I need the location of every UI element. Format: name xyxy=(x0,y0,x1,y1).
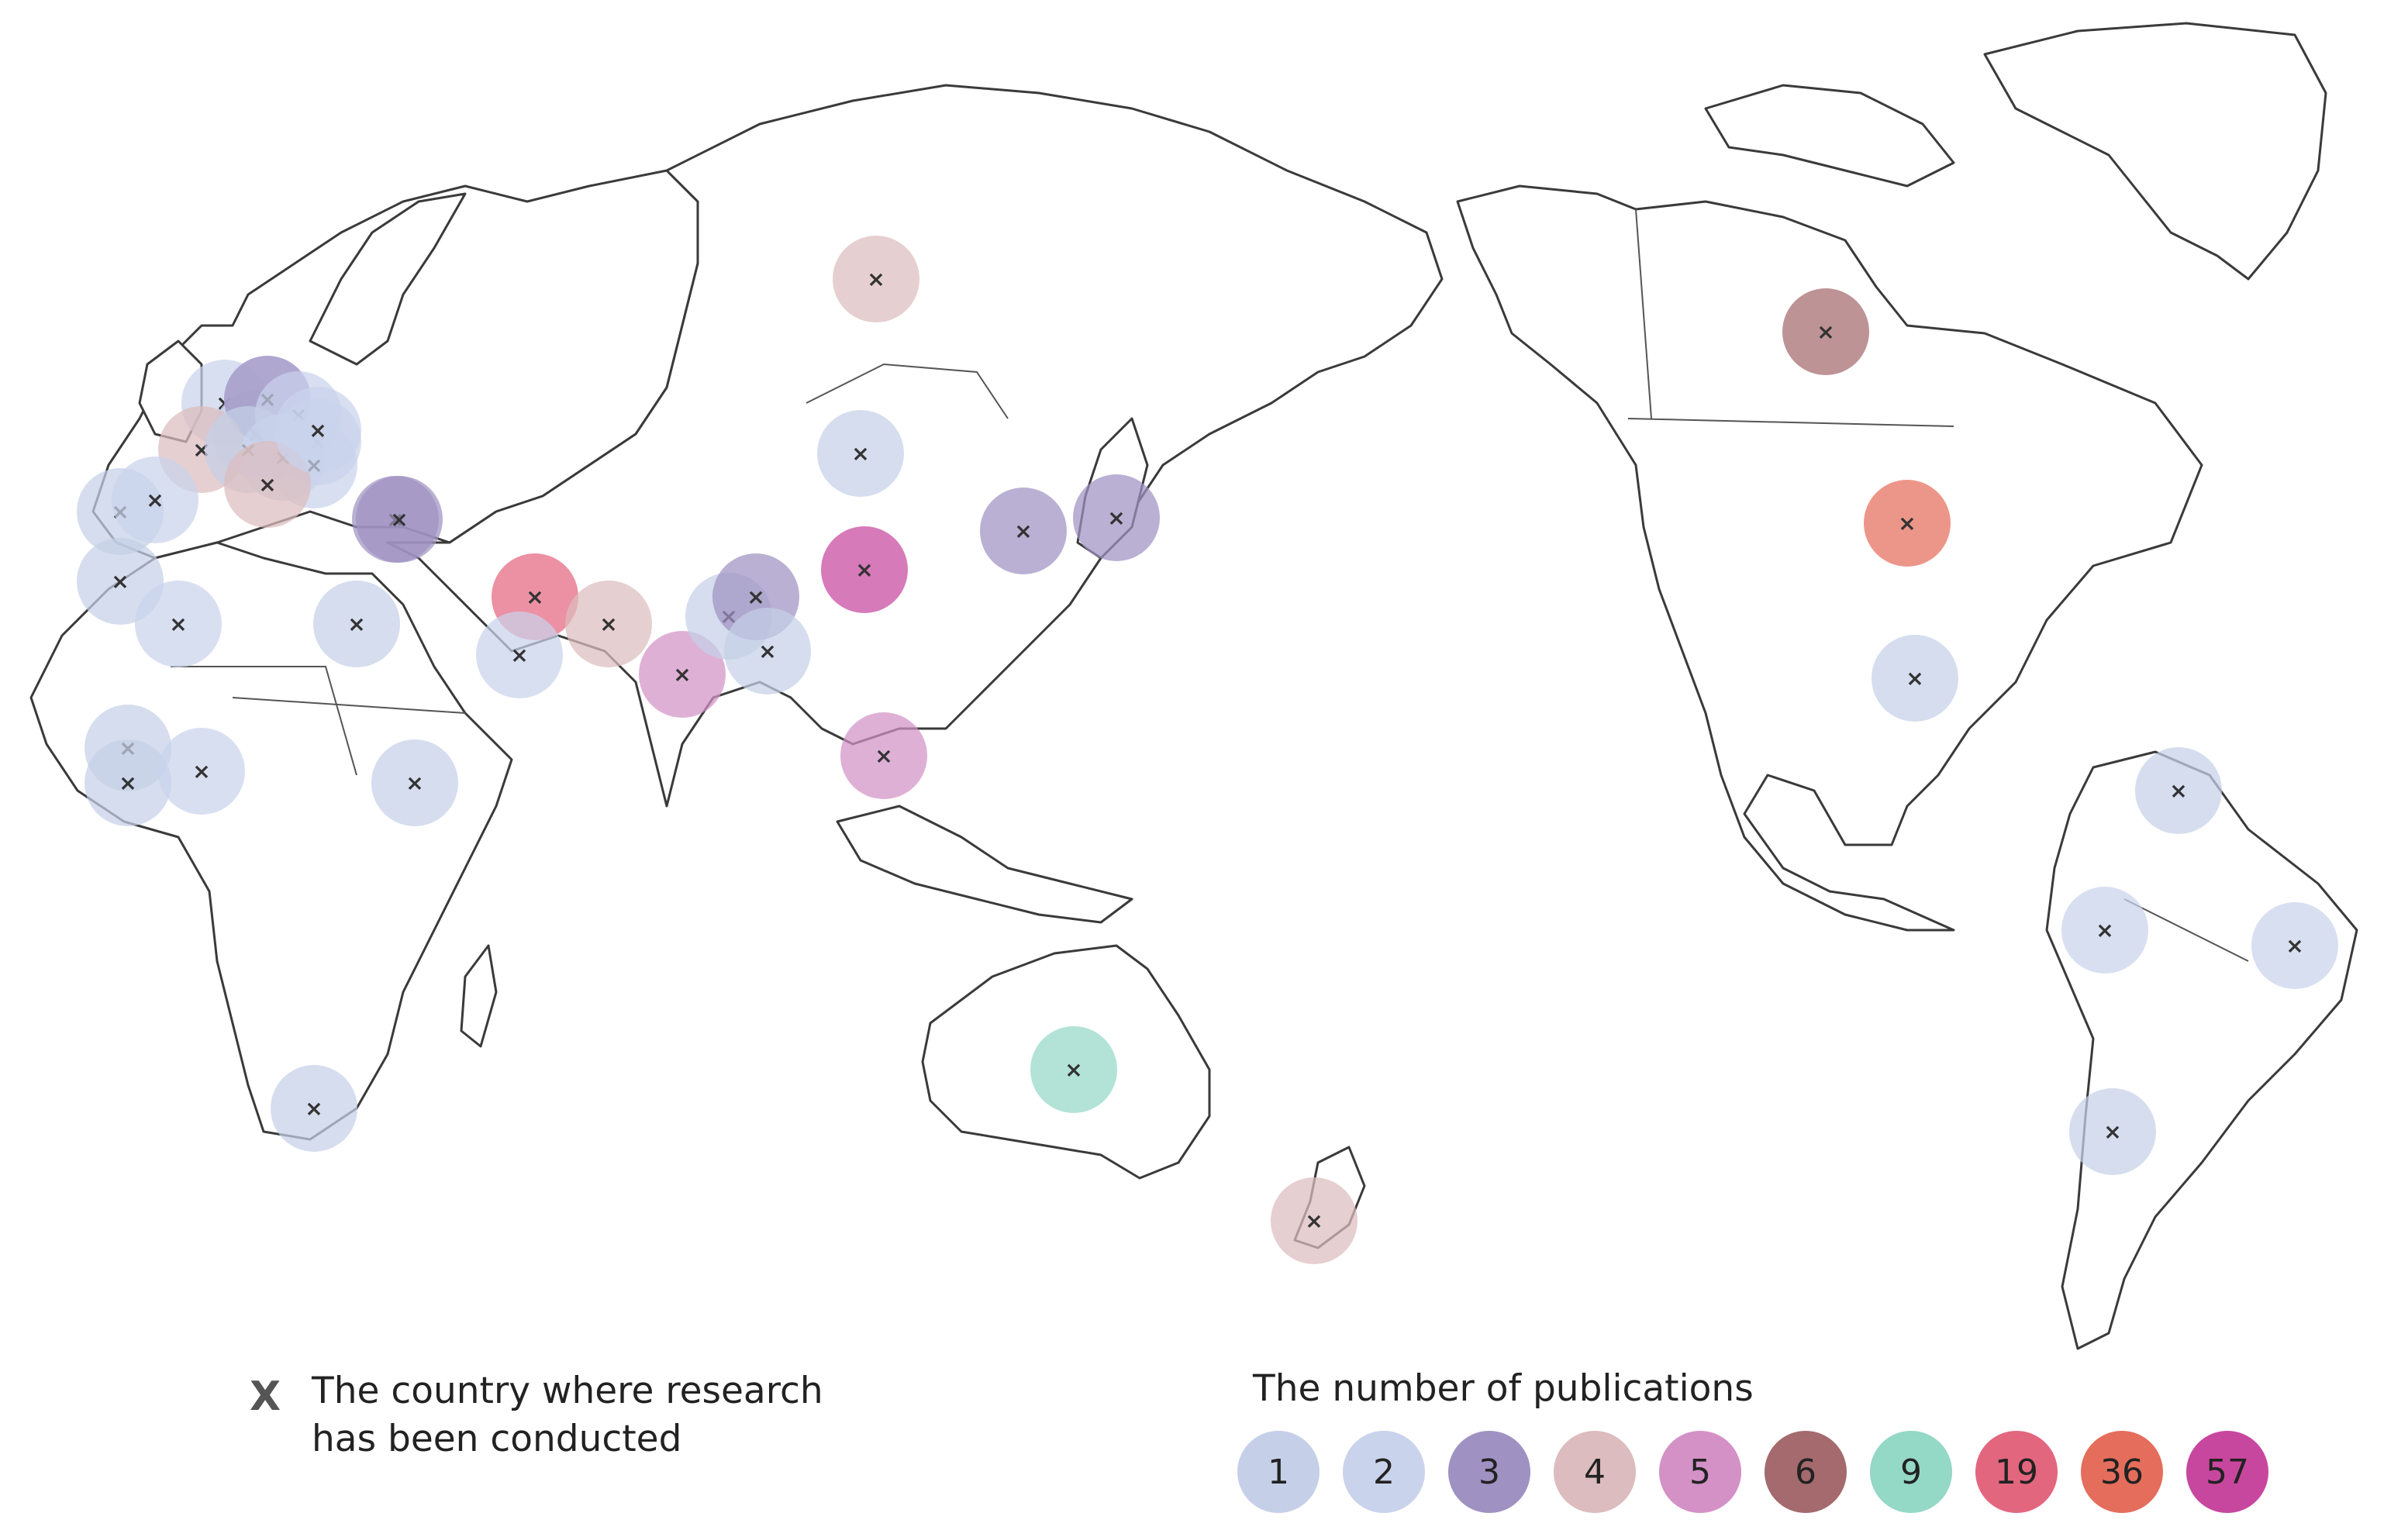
marker-x-egypt: × xyxy=(347,612,365,637)
marker-x-algeria: × xyxy=(169,612,187,637)
marker-x-canada: × xyxy=(1816,319,1834,345)
marker-canada xyxy=(1782,288,1869,375)
legend-swatch-2: 2 xyxy=(1343,1431,1425,1513)
marker-south-africa xyxy=(271,1065,357,1152)
marker-colombia xyxy=(2135,747,2222,834)
landmasses xyxy=(29,22,2358,1350)
marker-x-morocco: × xyxy=(111,569,129,594)
publication-markers: ××××××××××××××××××××××××××××××××××××××××… xyxy=(77,236,2338,1264)
marker-x-hungary: × xyxy=(309,418,326,443)
marker-chile xyxy=(2069,1088,2156,1175)
marker-australia xyxy=(1030,1026,1117,1113)
marker-x-russia: × xyxy=(867,267,885,292)
marker-nigeria xyxy=(158,728,245,815)
marker-x-thailand: × xyxy=(875,743,892,769)
marker-x-nigeria: × xyxy=(192,759,210,784)
legend-swatch-3: 3 xyxy=(1448,1431,1530,1513)
marker-china xyxy=(821,526,908,613)
marker-ethiopia xyxy=(371,739,458,826)
legend-marker-description: The country where research has been cond… xyxy=(312,1370,823,1460)
marker-x-south-korea: × xyxy=(1014,519,1032,544)
marker-ghana xyxy=(85,739,171,826)
legend-swatch-5: 5 xyxy=(1659,1431,1741,1513)
marker-x-australia: × xyxy=(1064,1057,1082,1083)
marker-x-ghana: × xyxy=(119,770,136,796)
marker-x-spain: × xyxy=(146,488,164,513)
landmass-north-america xyxy=(1456,184,2203,932)
marker-x-italy: × xyxy=(258,472,276,498)
marker-myanmar xyxy=(724,608,811,694)
marker-south-korea xyxy=(980,488,1067,574)
marker-x-china: × xyxy=(855,557,873,583)
marker-russia xyxy=(833,236,919,322)
marker-x-brazil: × xyxy=(2286,933,2303,959)
marker-saudi-arabia xyxy=(476,612,563,698)
marker-algeria xyxy=(135,581,222,667)
marker-x-bangladesh: × xyxy=(747,584,764,610)
marker-peru xyxy=(2061,887,2148,974)
marker-x-japan: × xyxy=(1107,505,1125,531)
landmass-greenland xyxy=(1983,22,2327,281)
landmass-arctic-islands xyxy=(1704,84,1955,188)
marker-x-india: × xyxy=(673,662,691,688)
marker-x-saudi-arabia: × xyxy=(510,643,528,668)
landmass-south-america xyxy=(2045,750,2358,1350)
marker-x-peru: × xyxy=(2096,918,2113,943)
legend-swatch-4: 4 xyxy=(1554,1431,1636,1513)
marker-thailand xyxy=(840,712,927,799)
legend-swatch-1: 1 xyxy=(1237,1431,1320,1513)
marker-x-mongolia: × xyxy=(851,441,869,467)
marker-mongolia xyxy=(817,410,904,497)
country-borders xyxy=(171,208,2249,962)
marker-x-mexico: × xyxy=(1906,666,1923,691)
marker-japan xyxy=(1073,474,1160,561)
landmass-madagascar xyxy=(460,944,498,1048)
landmass-scandinavia xyxy=(309,192,467,366)
legend-swatch-36: 36 xyxy=(2081,1431,2163,1513)
marker-x-iran: × xyxy=(526,584,543,610)
legend-marker-symbol: X xyxy=(250,1373,281,1420)
legend-swatch-19: 19 xyxy=(1975,1431,2058,1513)
marker-x-south-africa: × xyxy=(305,1096,323,1122)
legend-swatch-6: 6 xyxy=(1765,1431,1847,1513)
legend-title: The number of publications xyxy=(1253,1367,1754,1410)
marker-hungary xyxy=(274,387,361,474)
marker-united-states xyxy=(1864,480,1951,567)
marker-spain xyxy=(112,457,198,543)
marker-pakistan xyxy=(565,581,652,667)
marker-x-myanmar: × xyxy=(758,639,776,664)
marker-turkey xyxy=(356,476,443,563)
marker-brazil xyxy=(2251,902,2338,989)
marker-x-colombia: × xyxy=(2169,778,2187,804)
marker-egypt xyxy=(313,581,400,667)
marker-mexico xyxy=(1872,635,1958,722)
marker-x-pakistan: × xyxy=(599,612,617,637)
marker-x-united-states: × xyxy=(1898,511,1916,536)
marker-x-ethiopia: × xyxy=(405,770,423,796)
marker-x-new-zealand: × xyxy=(1305,1208,1323,1234)
landmass-africa xyxy=(29,541,513,1141)
marker-x-turkey: × xyxy=(390,507,408,532)
landmass-indonesia xyxy=(836,805,1133,924)
marker-india xyxy=(639,631,726,718)
legend-swatch-57: 57 xyxy=(2186,1431,2268,1513)
marker-x-chile: × xyxy=(2103,1119,2121,1145)
marker-new-zealand xyxy=(1271,1177,1358,1264)
legend-swatch-9: 9 xyxy=(1870,1431,1952,1513)
